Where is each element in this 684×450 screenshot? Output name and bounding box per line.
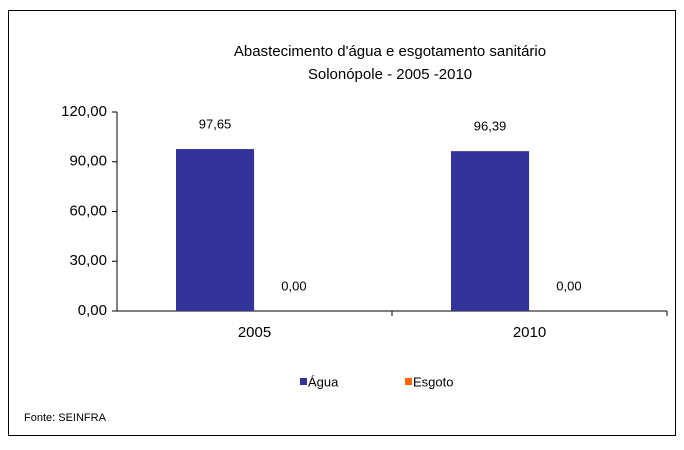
chart-frame xyxy=(8,10,676,436)
bar xyxy=(175,149,255,311)
y-tick-label: 90,00 xyxy=(69,153,107,170)
source-note: Fonte: SEINFRA xyxy=(24,412,107,424)
chart-title: Abastecimento d'água e esgotamento sanit… xyxy=(234,43,546,60)
chart-subtitle: Solonópole - 2005 -2010 xyxy=(308,66,472,83)
legend-label: Água xyxy=(308,374,339,389)
legend-label: Esgoto xyxy=(413,374,453,389)
value-label: 0,00 xyxy=(556,278,581,293)
x-tick-label: 2010 xyxy=(513,324,546,341)
legend-swatch xyxy=(405,378,412,385)
y-tick-label: 30,00 xyxy=(69,252,107,269)
value-label: 0,00 xyxy=(281,278,306,293)
y-tick-label: 120,00 xyxy=(61,103,107,120)
y-tick-label: 0,00 xyxy=(78,302,107,319)
legend-swatch xyxy=(300,378,307,385)
x-tick-label: 2005 xyxy=(238,324,271,341)
bar xyxy=(450,151,530,311)
value-label: 96,39 xyxy=(474,119,507,134)
value-label: 97,65 xyxy=(199,117,232,132)
y-tick-label: 60,00 xyxy=(69,202,107,219)
